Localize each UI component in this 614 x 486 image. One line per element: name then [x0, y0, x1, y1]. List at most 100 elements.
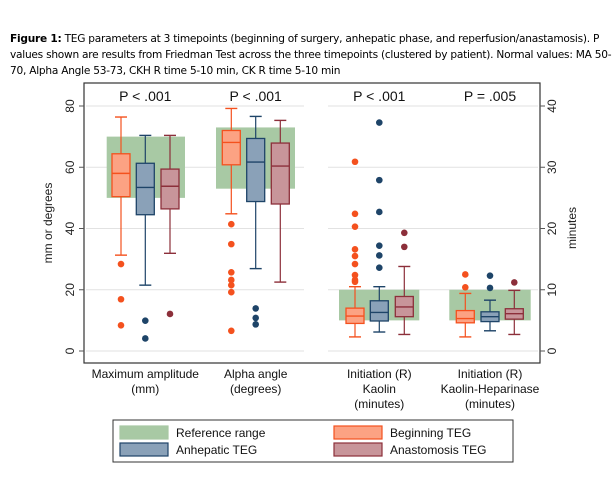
outlier-point	[462, 284, 469, 291]
outlier-point	[228, 327, 235, 335]
left-axis-tick-label: 0	[63, 347, 77, 354]
outlier-point	[376, 252, 383, 259]
box-anastomosis-teg	[504, 279, 524, 336]
category-label: Initiation (R)	[347, 367, 412, 381]
legend: Reference range Beginning TEG Anhepatic TE…	[112, 419, 514, 463]
right-axis-tick-label: 0	[545, 347, 559, 354]
outlier-point	[252, 305, 259, 312]
outlier-point	[252, 321, 259, 328]
iqr-box	[455, 309, 475, 324]
outlier-point	[401, 229, 408, 237]
legend-item-beginning-teg: Beginning TEG	[333, 425, 471, 440]
category-label: (degrees)	[230, 382, 281, 396]
figure-label: Figure 1:	[10, 33, 62, 45]
legend-item-anastomosis-teg: Anastomosis TEG	[333, 442, 486, 457]
outlier-point	[376, 119, 383, 126]
iqr-box	[160, 168, 180, 210]
category-label: (mm)	[131, 382, 159, 396]
category-label: Alpha angle	[224, 367, 288, 381]
iqr-box	[246, 137, 266, 203]
right-axis-tick-label: 20	[545, 222, 559, 236]
outlier-point	[351, 278, 359, 286]
caption-text: TEG parameters at 3 timepoints (beginnin…	[10, 33, 612, 77]
outlier-point	[228, 220, 235, 228]
outlier-point	[486, 284, 494, 292]
legend-swatch	[333, 442, 383, 457]
labels: P < .001 Maximum amplitude(mm) P < .001 Alp…	[92, 88, 540, 411]
p-value-label: P < .001	[353, 88, 406, 104]
left-axis-title: mm or degrees	[41, 183, 55, 264]
legend-swatch	[119, 442, 169, 457]
outlier-point	[117, 260, 125, 268]
iqr-box	[369, 300, 389, 322]
outlier-point	[351, 158, 359, 166]
outlier-point	[486, 272, 494, 279]
iqr-box	[270, 142, 290, 205]
left-axis-tick-label: 60	[63, 160, 77, 174]
box-beginning-teg	[455, 271, 475, 338]
outlier-point	[376, 242, 383, 249]
left-axis-tick-label: 80	[63, 99, 77, 113]
box-anhepatic-teg	[480, 272, 500, 332]
box-anhepatic-teg	[369, 119, 389, 333]
outlier-point	[142, 317, 149, 324]
legend-label: Reference range	[176, 426, 266, 440]
legend-item-reference-range: Reference range	[119, 425, 266, 440]
outlier-point	[142, 335, 149, 342]
outlier-point	[351, 223, 359, 230]
legend-frame	[112, 419, 514, 463]
outlier-point	[117, 295, 125, 303]
outlier-point	[228, 240, 235, 248]
legend-item-anhepatic-teg: Anhepatic TEG	[119, 442, 257, 457]
outlier-point	[376, 176, 383, 184]
right-axis-tick-label: 10	[545, 283, 559, 297]
axes: 0 20 40 60 80 mm or degrees 0 10 20 30 40 minutes	[41, 99, 579, 354]
outlier-point	[228, 276, 235, 284]
outlier-point	[351, 246, 359, 253]
category-label: Maximum amplitude	[92, 367, 200, 381]
box-beginning-teg	[111, 116, 131, 329]
box-anhepatic-teg	[246, 115, 266, 328]
outlier-point	[228, 288, 235, 296]
iqr-box	[221, 129, 241, 166]
p-value-label: P = .005	[464, 88, 517, 104]
p-value-label: P < .001	[119, 88, 172, 104]
legend-swatch	[119, 425, 169, 440]
outlier-point	[351, 252, 359, 260]
outlier-point	[462, 271, 469, 278]
box-anastomosis-teg	[160, 134, 180, 318]
outlier-point	[376, 208, 383, 216]
boxes	[111, 107, 524, 342]
outlier-point	[511, 279, 518, 286]
legend-swatch	[333, 425, 383, 440]
outlier-point	[351, 271, 359, 279]
figure-caption: Figure 1: TEG parameters at 3 timepoints…	[10, 31, 614, 79]
category-label: Kaolin-Heparinase	[441, 382, 540, 396]
right-axis-title: minutes	[565, 207, 579, 249]
box-beginning-teg	[221, 107, 241, 335]
outlier-point	[228, 268, 235, 276]
category-label: Kaolin	[363, 382, 396, 396]
box-anastomosis-teg	[394, 229, 414, 336]
outlier-point	[351, 260, 359, 268]
box-anastomosis-teg	[270, 119, 290, 283]
outlier-point	[166, 310, 174, 318]
outlier-point	[117, 321, 125, 329]
outlier-point	[228, 281, 235, 289]
legend-label: Anhepatic TEG	[176, 443, 257, 457]
p-value-label: P < .001	[230, 88, 283, 104]
iqr-box	[111, 153, 131, 198]
legend-label: Beginning TEG	[390, 426, 471, 440]
right-axis-tick-label: 30	[545, 160, 559, 174]
legend-label: Anastomosis TEG	[390, 443, 486, 457]
outlier-point	[401, 243, 408, 251]
iqr-box	[135, 162, 155, 216]
box-anhepatic-teg	[135, 134, 155, 342]
box-beginning-teg	[345, 158, 365, 338]
right-axis-tick-label: 40	[545, 99, 559, 113]
category-label: (minutes)	[354, 397, 404, 411]
outlier-point	[252, 314, 259, 322]
category-label: (minutes)	[465, 397, 515, 411]
plot-frame	[83, 82, 541, 364]
